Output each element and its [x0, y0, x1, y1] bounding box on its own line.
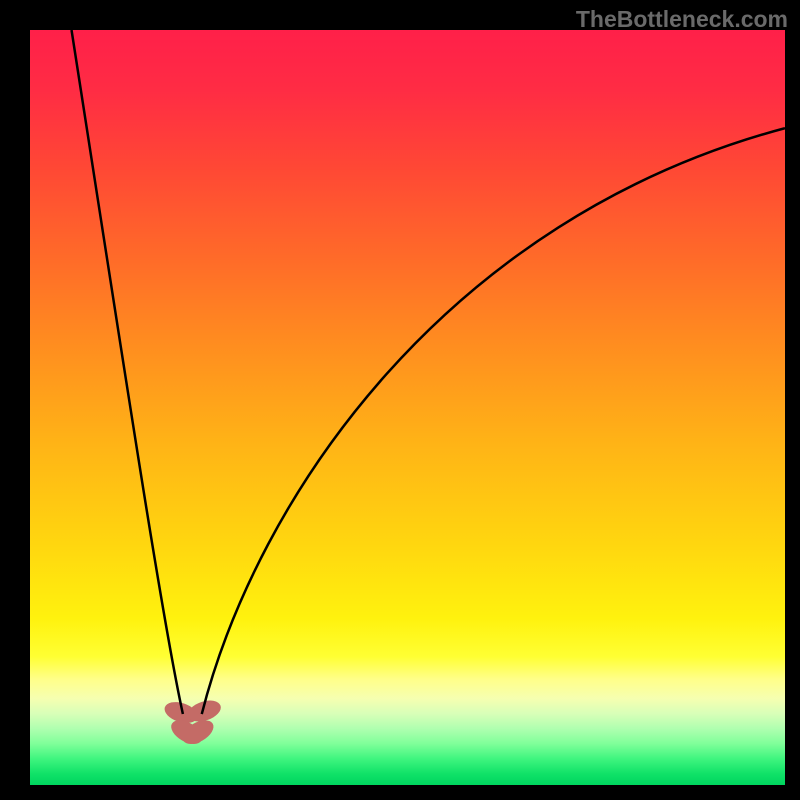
curve-right-branch — [202, 128, 785, 714]
curve-left-branch — [72, 30, 183, 714]
chart-curve-layer — [30, 30, 785, 785]
watermark-label: TheBottleneck.com — [576, 6, 788, 33]
chart-plot-area — [30, 30, 785, 785]
